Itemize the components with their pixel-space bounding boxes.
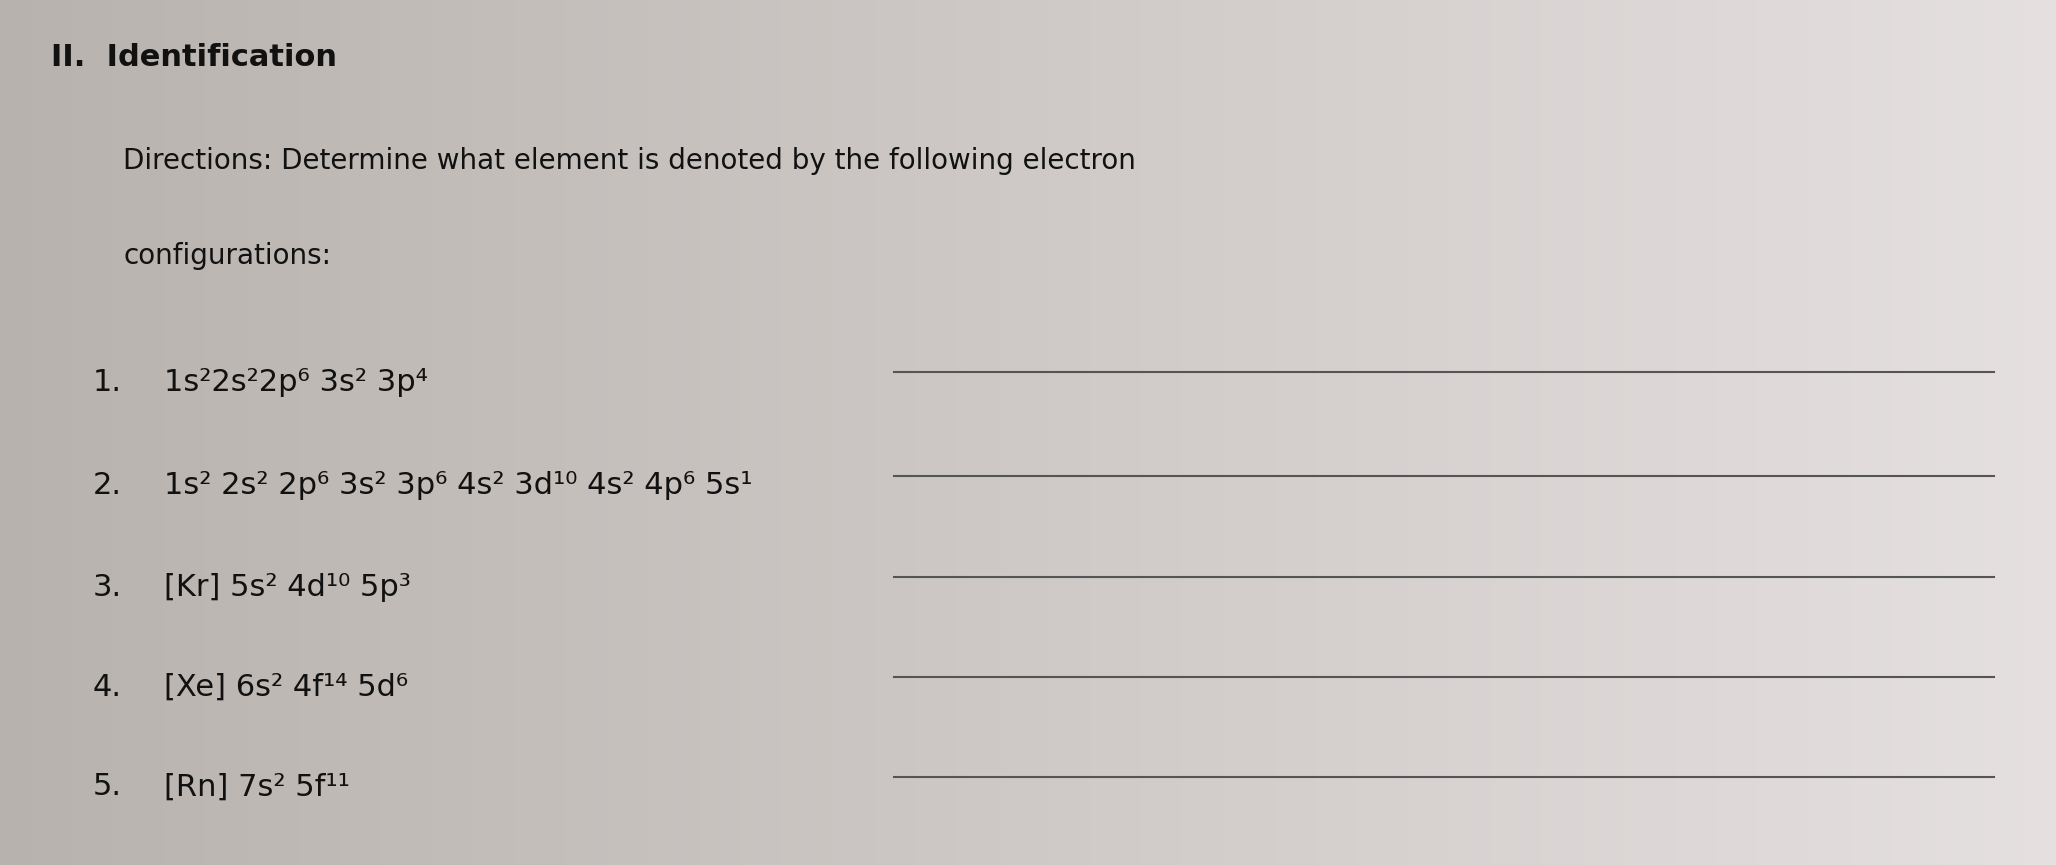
Text: 5.: 5.	[93, 772, 121, 802]
Text: 3.: 3.	[93, 573, 121, 602]
Text: configurations:: configurations:	[123, 242, 331, 270]
Text: Directions: Determine what element is denoted by the following electron: Directions: Determine what element is de…	[123, 147, 1137, 175]
Text: 2.: 2.	[93, 471, 121, 501]
Text: [Kr] 5s² 4d¹⁰ 5p³: [Kr] 5s² 4d¹⁰ 5p³	[164, 573, 411, 602]
Text: [Xe] 6s² 4f¹⁴ 5d⁶: [Xe] 6s² 4f¹⁴ 5d⁶	[164, 673, 409, 702]
Text: 1.: 1.	[93, 368, 121, 397]
Text: 1s²2s²2p⁶ 3s² 3p⁴: 1s²2s²2p⁶ 3s² 3p⁴	[164, 368, 428, 397]
Text: [Rn] 7s² 5f¹¹: [Rn] 7s² 5f¹¹	[164, 772, 350, 802]
Text: 4.: 4.	[93, 673, 121, 702]
Text: II.  Identification: II. Identification	[51, 43, 337, 73]
Text: 1s² 2s² 2p⁶ 3s² 3p⁶ 4s² 3d¹⁰ 4s² 4p⁶ 5s¹: 1s² 2s² 2p⁶ 3s² 3p⁶ 4s² 3d¹⁰ 4s² 4p⁶ 5s¹	[164, 471, 752, 501]
